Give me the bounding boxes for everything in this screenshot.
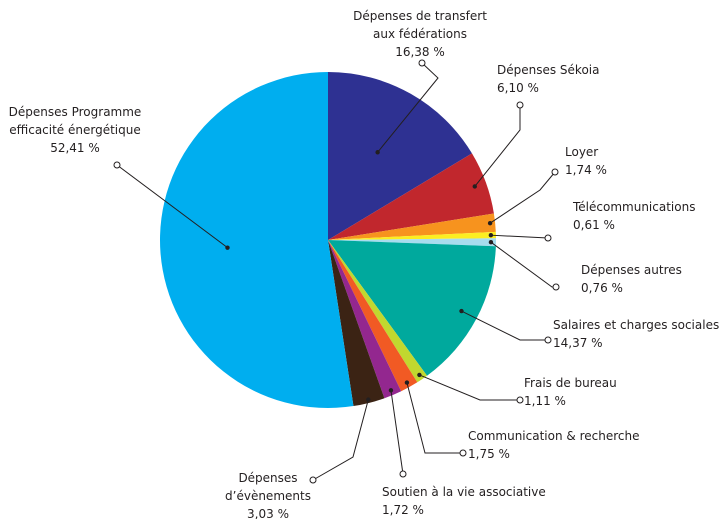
leader-dot	[388, 388, 394, 393]
leader-line	[489, 171, 556, 224]
leader-end	[309, 476, 317, 484]
pie-slice	[328, 213, 496, 240]
pie-slice	[328, 240, 402, 399]
leader-line	[474, 105, 521, 187]
pie-slice	[328, 153, 494, 240]
leader-line	[312, 399, 369, 481]
leader-dot	[488, 232, 494, 238]
leader-dot	[459, 308, 464, 314]
leader-line	[390, 390, 404, 475]
value-label: 0,76 %	[581, 281, 623, 295]
label-line: efficacité énergétique	[9, 123, 141, 137]
leader-end	[459, 449, 467, 457]
pie-slice	[328, 72, 472, 240]
leader-dot	[417, 372, 422, 378]
leader-end	[113, 161, 121, 169]
slice-label: Loyer 1,74 %	[565, 145, 607, 177]
leader-dot	[366, 397, 371, 402]
value-label: 1,74 %	[565, 163, 607, 177]
leader-end	[544, 234, 552, 242]
slice-label: Soutien à la vie associative 1,72 %	[382, 485, 546, 517]
pie-slice	[328, 240, 385, 407]
leader-line	[377, 62, 439, 153]
slice-label: Dépenses autres 0,76 %	[581, 263, 682, 295]
leader-end	[552, 283, 560, 291]
value-label: 6,10 %	[497, 81, 539, 95]
slice-label: Dépenses d’évènements 3,03 %	[225, 471, 311, 519]
value-label: 14,37 %	[553, 336, 603, 350]
leader-end	[399, 470, 407, 478]
pie-slice	[328, 231, 496, 240]
slice-label: Dépenses Programme efficacité énergétique…	[9, 105, 142, 155]
label-line: Loyer	[565, 145, 598, 159]
leader-end	[551, 168, 559, 176]
leader-dot	[225, 245, 230, 250]
value-label: 3,03 %	[247, 507, 289, 519]
leader-line	[461, 310, 548, 341]
label-line: Télécommunications	[572, 200, 695, 214]
label-line: aux fédérations	[373, 27, 467, 41]
label-line: d’évènements	[225, 489, 311, 503]
leader-line	[490, 241, 556, 288]
pie-slice	[328, 240, 418, 392]
value-label: 1,11 %	[524, 394, 566, 408]
leader-line	[490, 234, 549, 239]
label-line: Frais de bureau	[524, 376, 617, 390]
leader-line	[406, 382, 463, 454]
label-line: Soutien à la vie associative	[382, 485, 546, 499]
leader-dot	[404, 380, 410, 385]
leader-dot	[488, 240, 494, 245]
slice-label: Communication & recherche 1,75 %	[468, 429, 639, 461]
value-label: 1,75 %	[468, 447, 510, 461]
pie-slice	[328, 240, 428, 383]
leader-line	[116, 164, 228, 249]
pie	[160, 72, 496, 408]
label-line: Dépenses autres	[581, 263, 682, 277]
value-label: 16,38 %	[395, 45, 445, 59]
slice-label: Dépenses de transfert aux fédérations 16,3…	[353, 9, 487, 59]
leader-dot	[472, 184, 477, 189]
value-label: 1,72 %	[382, 503, 424, 517]
leader-end	[516, 101, 524, 109]
leader-dot	[375, 150, 380, 155]
label-line: Dépenses	[238, 471, 297, 485]
value-label: 52,41 %	[50, 141, 100, 155]
value-label: 0,61 %	[573, 218, 615, 232]
label-line: Salaires et charges sociales	[553, 318, 719, 332]
label-line: Dépenses Sékoia	[497, 63, 599, 77]
leader-end	[418, 59, 426, 67]
leader-end	[516, 396, 524, 404]
leader-dot	[487, 220, 493, 226]
slice-label: Frais de bureau 1,11 %	[524, 376, 617, 408]
pie-slice	[160, 72, 354, 408]
label-line: Dépenses Programme	[9, 105, 142, 119]
label-line: Dépenses de transfert	[353, 9, 487, 23]
slice-label: Télécommunications 0,61 %	[572, 200, 695, 232]
slice-label: Dépenses Sékoia 6,10 %	[497, 63, 599, 95]
leader-line	[419, 374, 520, 401]
pie-slice	[328, 240, 496, 376]
leader-end	[544, 336, 552, 344]
slice-label: Salaires et charges sociales 14,37 %	[553, 318, 719, 350]
pie-slice	[328, 238, 496, 247]
label-line: Communication & recherche	[468, 429, 639, 443]
